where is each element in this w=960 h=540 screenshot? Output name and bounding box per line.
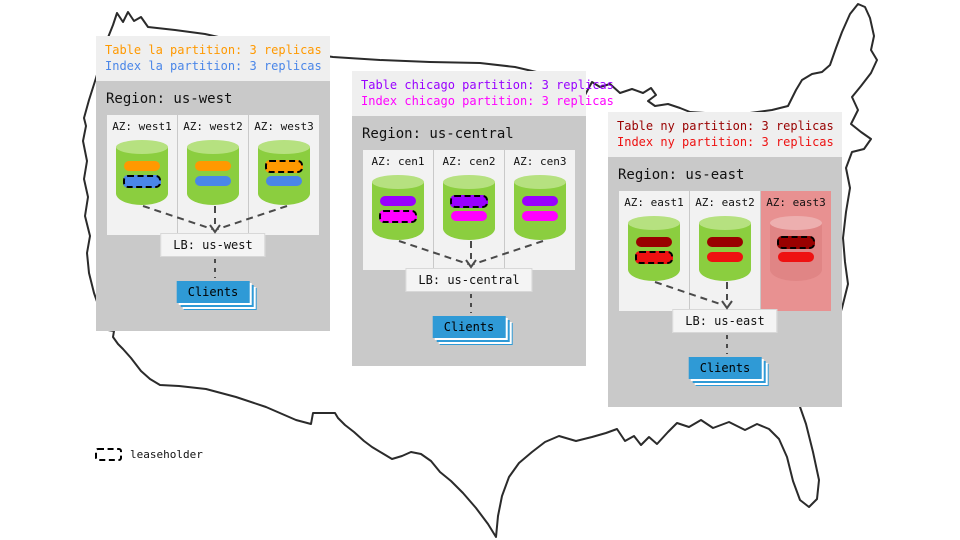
legend-table-chicago: Table chicago partition: 3 replicas [361,78,614,92]
region-title: Region: us-west [106,91,233,107]
region-box-us-east: Region: us-east AZ: east1 AZ: east2 [608,157,842,407]
table-ny-replica [707,237,743,247]
index-la-replica [266,176,302,186]
partition-legend-us-west: Table la partition: 3 replicas Index la … [96,36,330,81]
database-cylinder-down [770,216,822,281]
database-cylinder [187,140,239,205]
legend-table-ny: Table ny partition: 3 replicas [617,119,834,133]
leaseholder-label: leaseholder [130,448,203,461]
region-title: Region: us-east [618,167,745,183]
cylinder-top [116,140,168,154]
index-ny-replica [707,252,743,262]
clients-box-us-central: Clients [432,316,506,338]
region-box-us-west: Region: us-west AZ: west1 AZ: west2 [96,81,330,331]
region-group-us-central: Table chicago partition: 3 replicas Inde… [352,71,614,366]
region-group-us-east: Table ny partition: 3 replicas Index ny … [608,112,842,407]
az-cen1: AZ: cen1 [363,150,433,270]
index-ny-replica [778,252,814,262]
az-east2: AZ: east2 [689,191,760,311]
index-la-replica-leaseholder [123,175,161,188]
region-group-us-west: Table la partition: 3 replicas Index la … [96,36,330,331]
cylinder-top [443,175,495,189]
legend-table-la: Table la partition: 3 replicas [105,43,322,57]
cylinder-top [372,175,424,189]
index-ny-replica-leaseholder [635,251,673,264]
table-la-replica [195,161,231,171]
index-chicago-replica-leaseholder [379,210,417,223]
az-row: AZ: cen1 AZ: cen2 [363,150,575,270]
az-label: AZ: cen2 [442,155,496,168]
cylinder-top [770,216,822,230]
az-row: AZ: east1 AZ: east2 [619,191,831,311]
database-cylinder [443,175,495,240]
table-chicago-replica-leaseholder [450,195,488,208]
database-cylinder [514,175,566,240]
database-cylinder [628,216,680,281]
leaseholder-swatch [95,448,122,461]
clients-box-us-east: Clients [688,357,762,379]
load-balancer-us-east: LB: us-east [672,309,778,333]
az-label: AZ: east2 [695,196,755,209]
index-la-replica [195,176,231,186]
load-balancer-us-west: LB: us-west [160,233,266,257]
az-west3: AZ: west3 [248,115,319,235]
cylinder-top [628,216,680,230]
legend-index-la: Index la partition: 3 replicas [105,59,322,73]
az-label: AZ: cen3 [513,155,567,168]
region-box-us-central: Region: us-central AZ: cen1 AZ: cen2 [352,116,586,366]
az-label: AZ: west3 [254,120,314,133]
clients-box-us-west: Clients [176,281,250,303]
table-chicago-replica [380,196,416,206]
index-chicago-replica [451,211,487,221]
leaseholder-legend: leaseholder [95,448,203,461]
az-east3-down: AZ: east3 [760,191,831,311]
az-label: AZ: west1 [112,120,172,133]
cylinder-top [187,140,239,154]
load-balancer-us-central: LB: us-central [405,268,533,292]
az-label: AZ: east1 [624,196,684,209]
legend-index-chicago: Index chicago partition: 3 replicas [361,94,614,108]
database-cylinder [372,175,424,240]
az-west1: AZ: west1 [107,115,177,235]
database-cylinder [258,140,310,205]
table-la-replica-leaseholder [265,160,303,173]
table-chicago-replica [522,196,558,206]
table-ny-replica-leaseholder [777,236,815,249]
az-label: AZ: east3 [766,196,826,209]
table-la-replica [124,161,160,171]
partition-legend-us-east: Table ny partition: 3 replicas Index ny … [608,112,842,157]
az-row: AZ: west1 AZ: west2 [107,115,319,235]
region-title: Region: us-central [362,126,514,142]
az-cen2: AZ: cen2 [433,150,504,270]
az-east1: AZ: east1 [619,191,689,311]
az-west2: AZ: west2 [177,115,248,235]
table-ny-replica [636,237,672,247]
cylinder-top [258,140,310,154]
cylinder-top [514,175,566,189]
database-cylinder [116,140,168,205]
az-cen3: AZ: cen3 [504,150,575,270]
legend-index-ny: Index ny partition: 3 replicas [617,135,834,149]
index-chicago-replica [522,211,558,221]
az-label: AZ: cen1 [371,155,425,168]
cylinder-top [699,216,751,230]
az-label: AZ: west2 [183,120,243,133]
database-cylinder [699,216,751,281]
partition-legend-us-central: Table chicago partition: 3 replicas Inde… [352,71,614,116]
